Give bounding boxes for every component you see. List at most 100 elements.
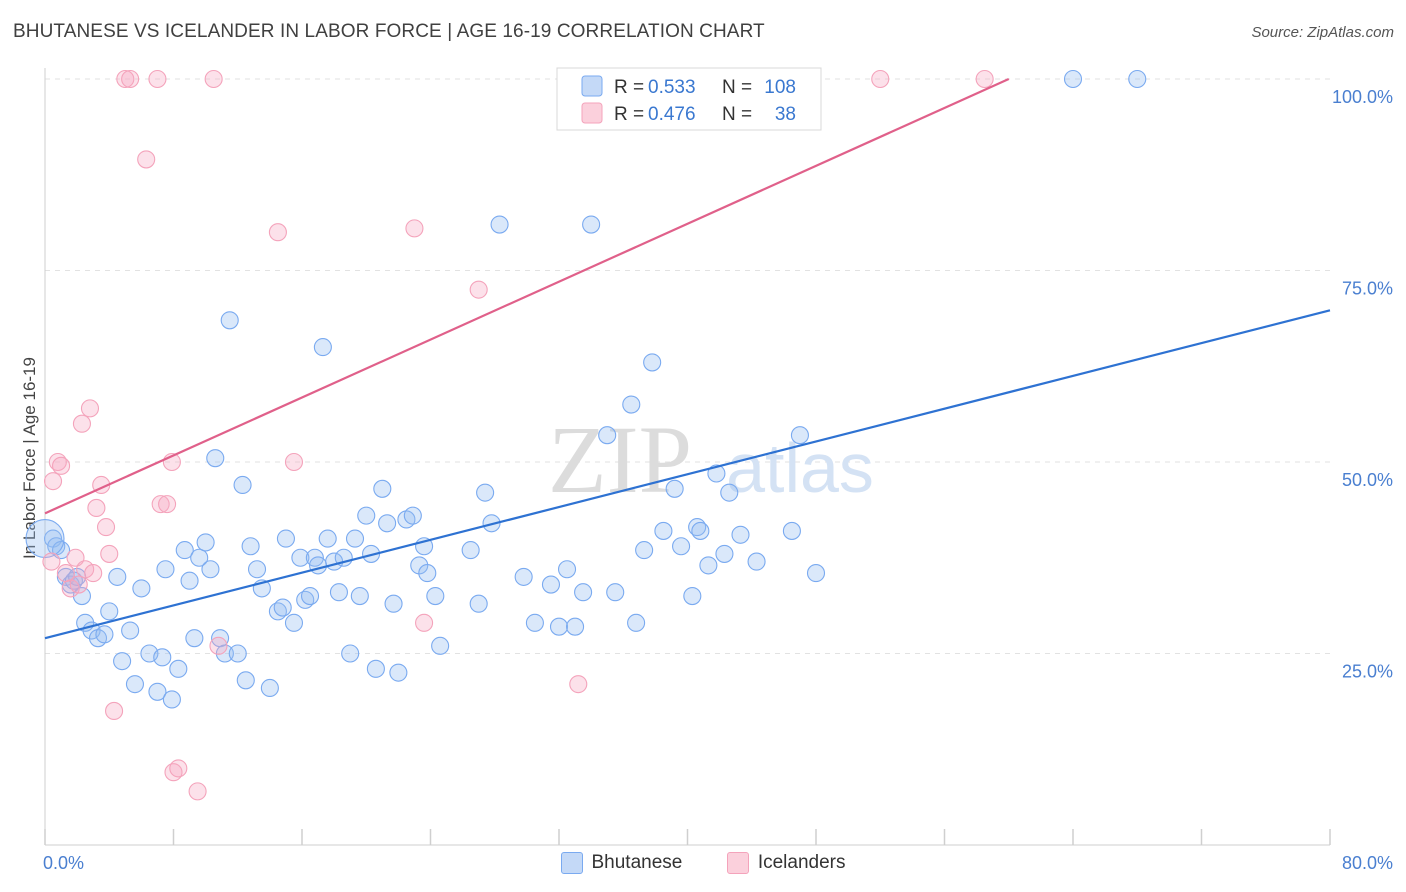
bhutanese-point — [384, 594, 403, 613]
icelanders-point — [69, 575, 88, 594]
icelanders-point — [209, 636, 228, 655]
bhutanese-point — [1063, 69, 1083, 89]
bhutanese-point — [389, 663, 408, 682]
chart-source: Source: ZipAtlas.com — [1251, 24, 1394, 41]
icelanders-point — [80, 399, 100, 418]
bhutanese-point — [273, 598, 292, 617]
y-tick-label: 100.0% — [1332, 87, 1393, 107]
bottom-legend-swatch-icelanders — [726, 852, 749, 874]
legend-r-value-icelanders: 0.476 — [648, 104, 696, 125]
bhutanese-point — [514, 567, 533, 586]
bhutanese-point — [228, 644, 247, 663]
bhutanese-point — [300, 586, 320, 606]
tick-labels: 25.0% 50.0% 75.0% 100.0% 0.0% 80.0% — [43, 87, 1393, 873]
bhutanese-point — [720, 483, 739, 502]
bhutanese-point — [366, 659, 385, 678]
bhutanese-point — [113, 652, 132, 671]
bhutanese-point — [574, 583, 593, 602]
icelanders-point — [158, 495, 177, 514]
bhutanese-point — [782, 521, 801, 540]
bhutanese-point — [715, 544, 734, 563]
legend-n-label-icelanders: N = — [722, 104, 752, 125]
bhutanese-point — [566, 617, 585, 636]
bhutanese-point — [236, 671, 255, 690]
legend-r-label-icelanders: R = — [614, 104, 644, 125]
bhutanese-point — [180, 571, 199, 590]
bhutanese-point — [345, 529, 365, 548]
bhutanese-point — [622, 395, 641, 414]
icelanders-point — [52, 456, 71, 475]
bhutanese-point — [233, 475, 252, 495]
bhutanese-point — [606, 583, 625, 602]
icelanders-point — [405, 219, 424, 238]
bhutanese-point — [291, 548, 310, 567]
bhutanese-point — [476, 483, 495, 502]
x-tick-label: 0.0% — [43, 853, 84, 873]
bhutanese-point — [1128, 69, 1147, 89]
bhutanese-point — [206, 449, 225, 468]
bhutanese-point — [175, 541, 194, 560]
bhutanese-point — [148, 682, 167, 701]
icelanders-point — [96, 518, 116, 537]
bhutanese-point — [665, 479, 684, 498]
bottom-legend-label-bhutanese: Bhutanese — [591, 852, 683, 873]
bhutanese-point — [643, 353, 662, 372]
icelanders-point — [121, 69, 140, 89]
bhutanese-point — [196, 533, 215, 552]
bhutanese-point-large — [25, 519, 65, 559]
icelanders-point — [569, 675, 588, 694]
bhutanese-point — [241, 537, 260, 556]
bhutanese-point — [95, 625, 114, 644]
bhutanese-point — [318, 529, 337, 548]
bhutanese-point — [247, 560, 267, 579]
bottom-legend-item-icelanders: Icelanders — [726, 852, 845, 874]
bhutanese-point — [329, 583, 348, 602]
bhutanese-point — [378, 514, 397, 533]
bhutanese-point — [461, 541, 480, 560]
x-tick-label: 80.0% — [1342, 853, 1393, 873]
bhutanese-point — [598, 426, 617, 445]
icelanders-point — [204, 69, 223, 89]
bhutanese-point — [525, 613, 544, 632]
icelanders-point — [169, 759, 188, 778]
bhutanese-point — [672, 537, 691, 556]
bhutanese-point — [153, 648, 172, 667]
icelanders-point — [116, 69, 135, 89]
bhutanese-point — [215, 644, 234, 663]
bhutanese-point — [284, 613, 304, 632]
bhutanese-point — [426, 586, 445, 606]
bhutanese-point — [549, 617, 569, 636]
bhutanese-point — [731, 525, 750, 544]
icelanders-point — [469, 280, 488, 299]
y-tick-label: 75.0% — [1342, 279, 1393, 299]
bhutanese-point — [654, 521, 673, 540]
bhutanese-point — [125, 675, 144, 694]
bhutanese-point — [627, 613, 646, 632]
bhutanese-point — [350, 586, 369, 606]
legend-r-label-bhutanese: R = — [614, 77, 644, 98]
bhutanese-point — [373, 479, 392, 498]
bhutanese-point — [635, 541, 654, 560]
icelanders-point — [100, 544, 119, 563]
bhutanese-point — [132, 579, 151, 598]
bottom-legend-swatch-bhutanese — [560, 852, 583, 874]
icelanders-point — [415, 613, 434, 632]
bhutanese-point — [341, 644, 360, 663]
stats-legend: R = 0.533 N = 108 R = 0.476 N = 38 — [556, 67, 822, 131]
y-tick-label: 50.0% — [1342, 470, 1393, 490]
bottom-legend: Bhutanese Icelanders — [0, 852, 1406, 879]
bhutanese-point — [190, 548, 209, 567]
bhutanese-point — [100, 602, 119, 621]
bhutanese-point — [431, 636, 450, 655]
icelanders-point — [268, 223, 287, 242]
icelanders-point — [84, 564, 103, 583]
bhutanese-point — [490, 215, 509, 234]
icelanders-point — [137, 150, 156, 169]
icelanders-point — [105, 701, 124, 721]
bhutanese-point — [806, 564, 826, 583]
bottom-legend-item-bhutanese: Bhutanese — [560, 852, 683, 874]
icelanders-point — [151, 495, 170, 514]
bhutanese-point — [156, 560, 175, 579]
bhutanese-point — [747, 552, 766, 571]
